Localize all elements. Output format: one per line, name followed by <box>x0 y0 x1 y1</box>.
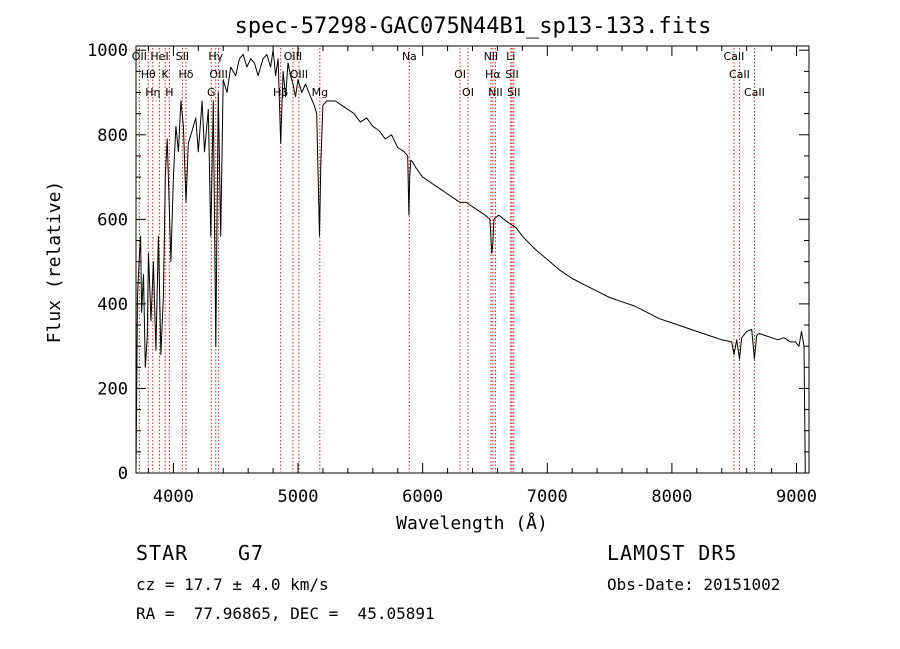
line-marker-label: Mg <box>312 86 328 99</box>
line-marker-label: OII <box>132 50 147 63</box>
line-marker-label: G <box>207 86 216 99</box>
object-class: STAR <box>136 541 189 565</box>
line-marker-label: Hγ <box>208 50 223 63</box>
y-tick-label: 1000 <box>87 41 128 61</box>
coordinates: RA = 77.96865, DEC = 45.05891 <box>136 604 435 623</box>
line-marker-label: OIII <box>209 68 227 81</box>
y-tick-label: 400 <box>97 295 128 315</box>
flux-line <box>135 49 806 474</box>
line-marker-label: CaII <box>724 50 745 63</box>
obs-date: Obs-Date: 20151002 <box>607 575 781 594</box>
line-marker-label: Hθ <box>141 68 156 81</box>
spectral-line-labels: OIIHθHηHeIKHSIIHδGHγOIIIHβOIIIOIIIMgNaOI… <box>132 50 765 99</box>
x-axis: 4000 5000 6000 7000 8000 9000 <box>147 46 817 507</box>
line-marker-label: CaII <box>729 68 750 81</box>
line-marker-label: Na <box>402 50 417 63</box>
line-marker-label: NII <box>488 86 503 99</box>
y-tick-label: 600 <box>97 210 128 230</box>
line-marker-label: Hη <box>145 86 160 99</box>
line-marker-label: H <box>165 86 173 99</box>
line-marker-label: OI <box>462 86 474 99</box>
x-tick-label: 8000 <box>651 487 692 507</box>
y-axis-label: Flux (relative) <box>44 181 65 344</box>
line-marker-label: SII <box>507 86 520 99</box>
line-marker-label: OI <box>454 68 466 81</box>
x-tick-label: 4000 <box>153 487 194 507</box>
x-tick-label: 5000 <box>278 487 319 507</box>
line-marker-label: Hα <box>485 68 501 81</box>
line-marker-label: Hδ <box>178 68 193 81</box>
spectral-line-markers <box>138 48 755 472</box>
line-marker-label: SII <box>505 68 518 81</box>
flux-series <box>135 49 806 474</box>
redshift-text: cz = 17.7 ± 4.0 km/s <box>136 575 329 594</box>
line-marker-label: CaII <box>744 86 765 99</box>
chart-title: spec-57298-GAC075N44B1_sp13-133.fits <box>235 14 712 39</box>
y-tick-label: 800 <box>97 126 128 146</box>
y-axis: 0 200 400 600 800 1000 <box>87 41 809 484</box>
line-marker-label: NII <box>484 50 499 63</box>
object-subclass: G7 <box>238 541 265 565</box>
line-marker-label: OIII <box>284 50 302 63</box>
survey-label: LAMOST DR5 <box>607 541 738 565</box>
x-tick-label: 6000 <box>402 487 443 507</box>
x-tick-label: 9000 <box>776 487 817 507</box>
line-marker-label: OIII <box>290 68 308 81</box>
plot-frame <box>135 45 810 474</box>
x-tick-label: 7000 <box>527 487 568 507</box>
x-axis-label: Wavelength (Å) <box>396 512 548 534</box>
y-tick-label: 200 <box>97 379 128 399</box>
line-marker-label: Li <box>506 50 515 63</box>
line-marker-label: HeI <box>150 50 168 63</box>
line-marker-label: SII <box>176 50 189 63</box>
y-tick-label: 0 <box>118 464 128 484</box>
line-marker-label: K <box>162 68 170 81</box>
